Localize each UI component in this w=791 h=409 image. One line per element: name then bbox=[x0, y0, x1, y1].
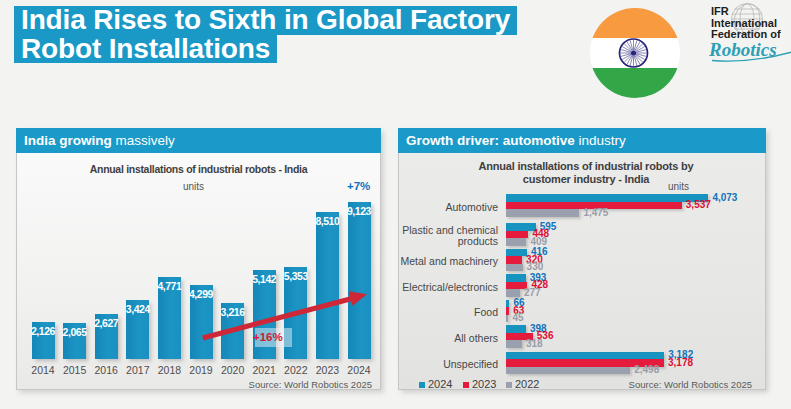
svg-text:Robotics: Robotics bbox=[709, 39, 777, 60]
